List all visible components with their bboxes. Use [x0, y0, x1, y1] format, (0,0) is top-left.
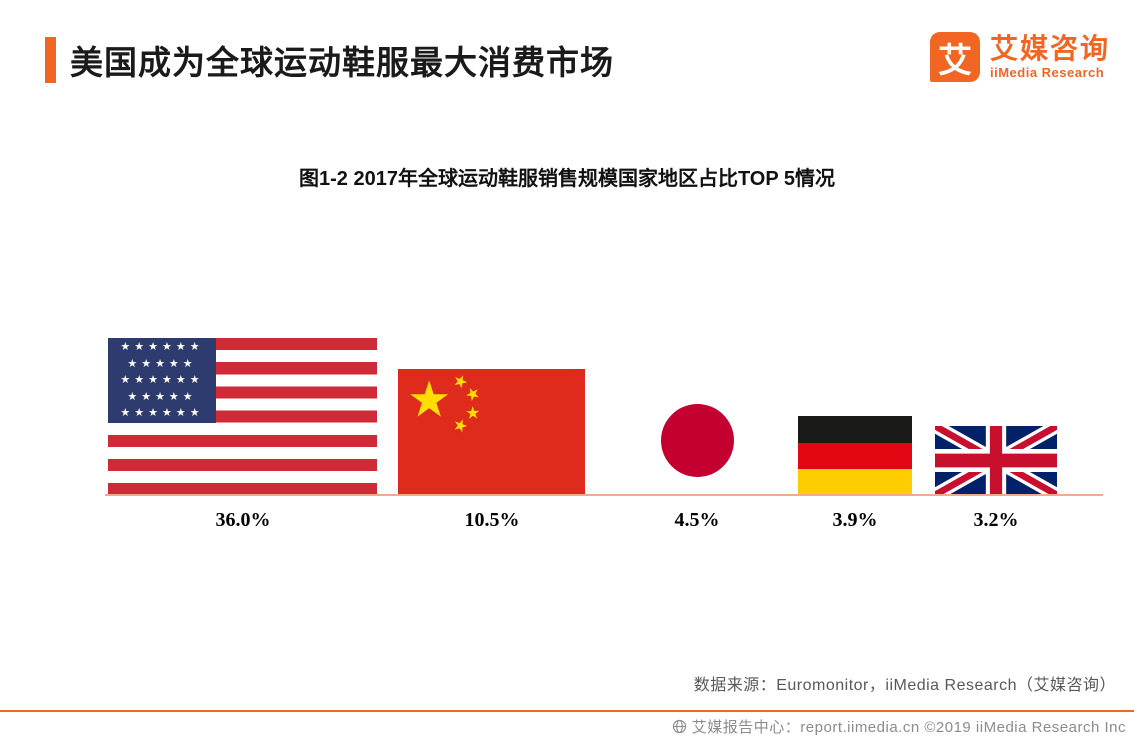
bar-value-japan: 4.5% [674, 509, 720, 531]
bar-value-usa: 36.0% [215, 509, 271, 531]
usa-flag-canton: ★★★★★★ ★★★★★ ★★★★★★ ★★★★★ ★★★★★★ [108, 338, 216, 423]
brand-text: 艾媒咨询 iiMedia Research [989, 33, 1110, 80]
usa-stars: ★★★★★★ [120, 374, 204, 386]
usa-stars: ★★★★★★ [120, 407, 204, 419]
header: 美国成为全球运动鞋服最大消费市场 [45, 36, 614, 84]
germany-flag-bar [798, 416, 912, 496]
data-source: 数据来源：Euromonitor，iiMedia Research（艾媒咨询） [693, 677, 1116, 694]
title-accent-bar [45, 37, 56, 83]
japan-flag-bar [640, 386, 755, 495]
brand-name-en: iiMedia Research [989, 64, 1105, 80]
china-flag-art [398, 369, 585, 495]
germany-band-black [798, 416, 912, 443]
footer-text: 艾媒报告中心：report.iimedia.cn ©2019 iiMedia R… [691, 719, 1126, 736]
globe-icon [672, 719, 687, 734]
page-title: 美国成为全球运动鞋服最大消费市场 [70, 44, 614, 81]
usa-flag-bar: ★★★★★★ ★★★★★ ★★★★★★ ★★★★★ ★★★★★★ [108, 338, 377, 495]
bar-value-china: 10.5% [464, 509, 520, 531]
uk-flag-art [935, 426, 1057, 495]
china-flag-bar [398, 369, 585, 495]
uk-flag-bar [935, 426, 1057, 495]
iimedia-logo-icon: 艾 [929, 32, 980, 82]
japan-sun-disc [661, 404, 734, 477]
bar-value-uk: 3.2% [973, 509, 1019, 531]
bar-value-germany: 3.9% [832, 509, 878, 531]
usa-stars: ★★★★★ [127, 357, 197, 370]
usa-stars: ★★★★★ [127, 390, 197, 403]
brand-logo: 艾 艾媒咨询 iiMedia Research [929, 32, 1110, 82]
germany-band-red [798, 442, 912, 470]
footer: 艾媒报告中心：report.iimedia.cn ©2019 iiMedia R… [672, 716, 1126, 737]
usa-stars: ★★★★★★ [120, 341, 204, 353]
chart-title: 图1-2 2017年全球运动鞋服销售规模国家地区占比TOP 5情况 [298, 168, 836, 190]
chart-axis-line [105, 494, 1103, 496]
footer-divider [0, 710, 1134, 712]
brand-name-cn: 艾媒咨询 [989, 33, 1110, 65]
germany-band-gold [798, 469, 912, 496]
